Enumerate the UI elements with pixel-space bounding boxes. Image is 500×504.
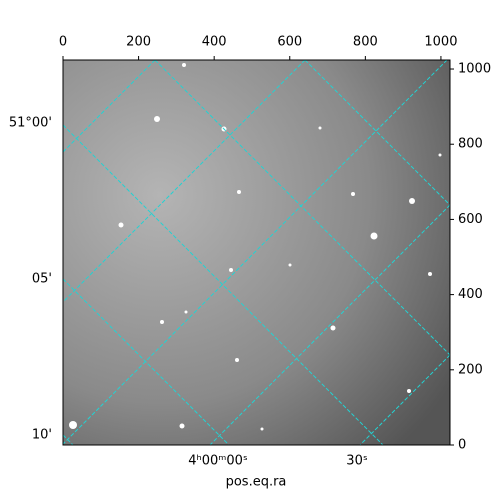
y-tick-label: 800 — [458, 137, 483, 152]
dec-tick-label: 05' — [32, 272, 52, 287]
plot-frame — [62, 59, 451, 446]
ra-tick-label: 30ˢ — [346, 454, 368, 469]
coordinate-grid — [63, 60, 450, 445]
dec-tick-label: 10' — [32, 428, 52, 443]
x-tick-label: 0 — [59, 35, 67, 50]
y-tick-label: 200 — [458, 362, 483, 377]
x-tick-label: 200 — [126, 35, 151, 50]
y-tick-label: 400 — [458, 287, 483, 302]
sky-image — [63, 60, 450, 445]
y-tick-label: 0 — [458, 438, 466, 453]
y-tick-label: 1000 — [458, 62, 491, 77]
x-tick-label: 800 — [353, 35, 378, 50]
ra-tick-label: 4ʰ00ᵐ00ˢ — [188, 454, 248, 469]
y-tick-label: 600 — [458, 212, 483, 227]
x-axis-label: pos.eq.ra — [226, 475, 287, 490]
x-tick-label: 1000 — [424, 35, 457, 50]
x-tick-label: 400 — [202, 35, 227, 50]
stars — [69, 63, 442, 431]
x-tick-label: 600 — [277, 35, 302, 50]
dec-tick-label: 51°00' — [9, 116, 52, 131]
